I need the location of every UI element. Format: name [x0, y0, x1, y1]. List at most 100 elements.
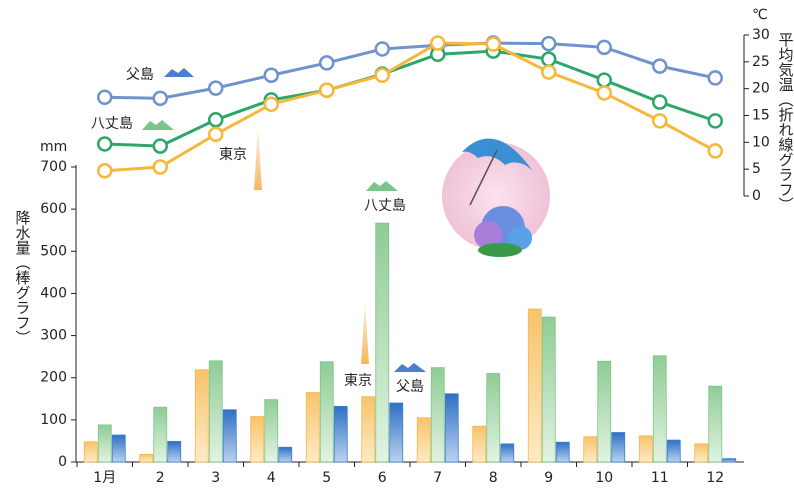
bar — [223, 410, 236, 462]
bar — [653, 356, 666, 462]
line-point — [653, 114, 666, 127]
line-point — [431, 37, 444, 50]
line-point — [598, 86, 611, 99]
line-point — [320, 84, 333, 97]
line-series-label: 東京 — [219, 147, 247, 163]
y-tick-label: 0 — [58, 454, 67, 470]
line-point — [376, 42, 389, 55]
y-tick-label: 400 — [40, 285, 67, 301]
line-point — [653, 60, 666, 73]
bar — [112, 435, 125, 462]
bar — [487, 374, 500, 463]
bar — [695, 444, 708, 462]
bar — [584, 437, 597, 462]
bar — [209, 361, 222, 462]
y2-tick-label: 30 — [752, 27, 770, 43]
bar — [556, 442, 569, 462]
bar — [445, 394, 458, 462]
x-tick-label: 6 — [378, 470, 387, 486]
x-tick-label: 3 — [211, 470, 220, 486]
x-tick-label: 8 — [489, 470, 498, 486]
line-point — [154, 161, 167, 174]
x-tick-label: 2 — [156, 470, 165, 486]
bar — [473, 426, 486, 462]
line-point — [487, 38, 500, 51]
y-tick-label: 200 — [40, 370, 67, 386]
y2-tick-label: 20 — [752, 81, 770, 97]
bar — [501, 444, 514, 462]
bar — [98, 425, 111, 462]
line-point — [320, 56, 333, 69]
line-point — [598, 74, 611, 87]
bar-series-label: 東京 — [344, 373, 372, 389]
y2-tick-label: 15 — [752, 108, 770, 124]
line-point — [209, 113, 222, 126]
line-point — [653, 96, 666, 109]
y-unit: mm — [40, 139, 67, 155]
bar — [528, 309, 541, 462]
x-tick-label: 11 — [651, 470, 669, 486]
x-tick-label: 1月 — [93, 470, 116, 486]
bar — [279, 447, 292, 462]
y-tick-label: 300 — [40, 328, 67, 344]
bar — [168, 441, 181, 462]
x-tick-label: 7 — [433, 470, 442, 486]
x-tick-label: 12 — [706, 470, 724, 486]
y2-tick-label: 25 — [752, 54, 770, 70]
bar — [598, 361, 611, 462]
y-tick-label: 500 — [40, 243, 67, 259]
line-point — [376, 69, 389, 82]
decoration — [142, 68, 550, 372]
line-point — [98, 164, 111, 177]
bar — [417, 418, 430, 462]
y-tick-label: 100 — [40, 412, 67, 428]
bar — [431, 368, 444, 462]
bar-series-label: 父島 — [396, 379, 424, 395]
line-point — [709, 71, 722, 84]
bar — [334, 406, 347, 462]
y-axis-label: 降水量（棒グラフ） — [14, 210, 32, 345]
line — [105, 43, 716, 171]
line-point — [709, 114, 722, 127]
y2-axis-label: 平均気温（折れ線グラフ） — [777, 32, 794, 212]
bar — [709, 386, 722, 462]
line-point — [265, 69, 278, 82]
y-tick-label: 700 — [40, 159, 67, 175]
line-point — [98, 137, 111, 150]
line-point — [98, 91, 111, 104]
line-point — [542, 66, 555, 79]
bar — [362, 397, 375, 462]
bar — [376, 223, 389, 462]
y2-tick-label: 0 — [752, 188, 761, 204]
bar — [723, 459, 736, 462]
bar — [265, 400, 278, 462]
line-point — [154, 140, 167, 153]
line-series-label: 八丈島 — [91, 116, 133, 132]
line-point — [709, 144, 722, 157]
y2-unit: ℃ — [752, 7, 768, 23]
x-tick-label: 4 — [267, 470, 276, 486]
bar — [639, 436, 652, 462]
line-series-label: 父島 — [126, 67, 154, 83]
y-tick-label: 600 — [40, 201, 67, 217]
bar — [154, 407, 167, 462]
line — [105, 43, 716, 98]
bar — [542, 317, 555, 462]
line-point — [209, 128, 222, 141]
line-point — [542, 53, 555, 66]
bar — [306, 392, 319, 462]
line-point — [209, 82, 222, 95]
bar — [667, 440, 680, 462]
x-tick-label: 10 — [595, 470, 613, 486]
line-point — [265, 98, 278, 111]
bar — [320, 362, 333, 462]
bar-series-label: 八丈島 — [364, 198, 406, 214]
y2-tick-label: 10 — [752, 134, 770, 150]
line-point — [598, 41, 611, 54]
bar — [84, 442, 97, 462]
bar — [612, 433, 625, 463]
line — [105, 51, 716, 146]
line-point — [154, 92, 167, 105]
x-tick-label: 5 — [322, 470, 331, 486]
